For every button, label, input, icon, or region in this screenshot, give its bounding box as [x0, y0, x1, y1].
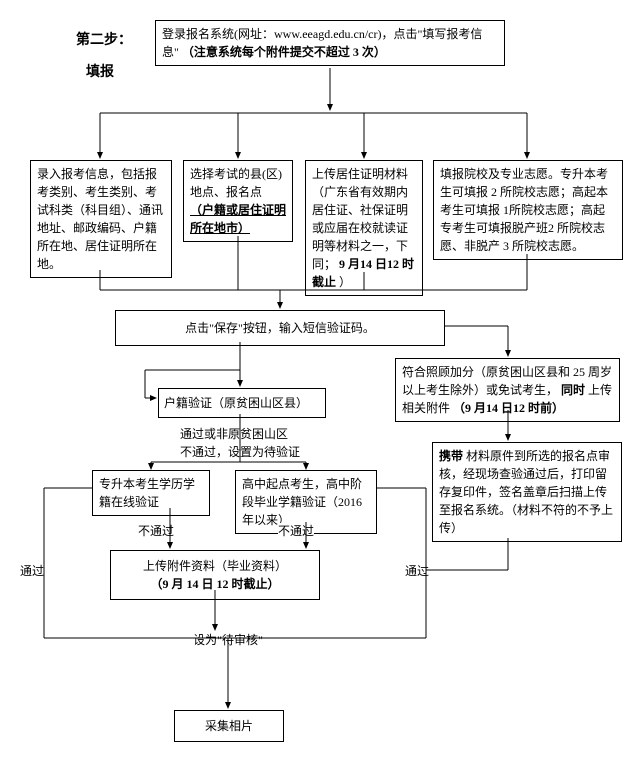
box-upload-mat-pre: 上传附件资料（毕业资料） [143, 559, 287, 573]
box-bring-pre: 携带 [439, 449, 463, 463]
box-zsb-text: 专升本考生学历学籍在线验证 [99, 477, 195, 509]
box-save: 点击"保存"按钮，输入短信验证码。 [115, 310, 445, 346]
box-login-bold: （注意系统每个附件提交不超过 3 次） [182, 45, 386, 59]
box-login: 登录报名系统(网址：www.eeagd.edu.cn/cr)，点击"填写报考信息… [155, 20, 505, 66]
box-hukou-text: 户籍验证（原贫困山区县） [164, 396, 308, 410]
step-label2: 填报 [86, 62, 114, 84]
label-not-pass-set: 不通过，设置为待验证 [180, 444, 300, 461]
box-upload-res-pre: 上传居住证明材料（广东省有效期内居住证、社保证明或应届在校就读证明等材料之一，下… [312, 167, 408, 271]
label-not-pass2: 不通过 [278, 523, 314, 540]
box-photo-text: 采集相片 [205, 719, 253, 733]
box-input-info: 录入报考信息，包括报考类别、考生类别、考试科类（科目组）、通讯地址、邮政编码、户… [30, 160, 172, 278]
box-upload-res-end: ） [339, 275, 351, 289]
box-bring-rest: 材料原件到所选的报名点审核，经现场查验通过后，打印留存复印件，签名盖章后扫描上传… [439, 449, 613, 535]
box-select-exam-pre: 选择考试的县(区)地点、报名点 [190, 167, 282, 199]
label-pass2: 通过 [405, 563, 429, 580]
box-input-info-text: 录入报考信息，包括报考类别、考生类别、考试科类（科目组）、通讯地址、邮政编码、户… [37, 167, 163, 271]
box-bring: 携带 材料原件到所选的报名点审核，经现场查验通过后，打印留存复印件，签名盖章后扫… [432, 442, 622, 542]
box-hukou: 户籍验证（原贫困山区县） [158, 388, 326, 418]
label-not-pass1: 不通过 [138, 523, 174, 540]
box-select-exam-bold: （户籍或居住证明所在地市） [190, 203, 286, 235]
box-save-text: 点击"保存"按钮，输入短信验证码。 [185, 321, 375, 335]
box-benefit-bold2: （9 月14 日12 时前） [453, 401, 564, 415]
box-fill-school: 填报院校及专业志愿。专升本考生可填报 2 所院校志愿；高起本考生可填报 1所院校… [433, 160, 623, 260]
box-upload-res: 上传居住证明材料（广东省有效期内居住证、社保证明或应届在校就读证明等材料之一，下… [305, 160, 423, 296]
box-pending: 设为"待审核" [178, 632, 278, 649]
box-zsb: 专升本考生学历学籍在线验证 [92, 470, 210, 516]
box-benefit-bold1: 同时 [561, 383, 585, 397]
box-photo: 采集相片 [174, 710, 284, 742]
box-upload-mat-bold: （9 月 14 日 12 时截止） [150, 577, 279, 591]
box-benefit: 符合照顾加分（原贫困山区县和 25 周岁以上考生除外）或免试考生， 同时 上传相… [395, 358, 620, 422]
box-select-exam: 选择考试的县(区)地点、报名点 （户籍或居住证明所在地市） [183, 160, 293, 242]
label-pass1: 通过 [20, 563, 44, 580]
step-label: 第二步： [76, 30, 132, 52]
flowchart-container: 第二步： 填报 登录报名系统(网址：www.eeagd.edu.cn/cr)，点… [10, 10, 624, 763]
box-fill-school-text: 填报院校及专业志愿。专升本考生可填报 2 所院校志愿；高起本考生可填报 1所院校… [440, 167, 608, 253]
label-pass-or-not: 通过或非原贫困山区 [180, 426, 288, 443]
box-gz-text: 高中起点考生，高中阶段毕业学籍验证（2016 年以来） [242, 477, 362, 527]
box-upload-mat: 上传附件资料（毕业资料） （9 月 14 日 12 时截止） [110, 550, 320, 600]
